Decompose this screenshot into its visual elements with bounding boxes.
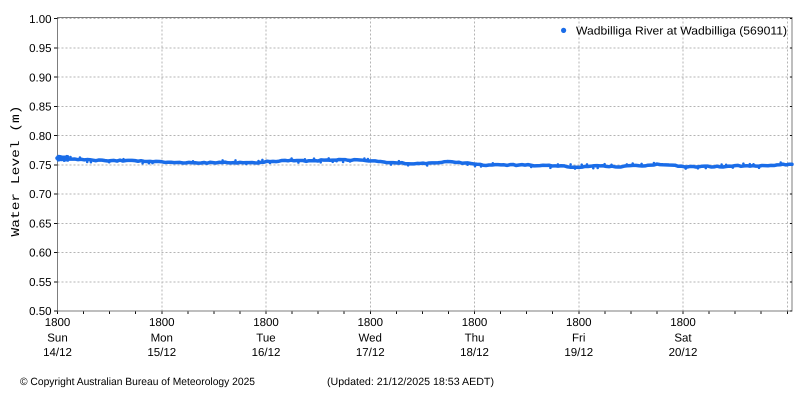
svg-text:Wed: Wed: [359, 332, 382, 344]
svg-text:0.50: 0.50: [29, 306, 51, 318]
svg-text:Thu: Thu: [465, 332, 485, 344]
svg-text:0.90: 0.90: [29, 72, 51, 84]
svg-text:Sun: Sun: [47, 332, 67, 344]
svg-text:16/12: 16/12: [252, 347, 281, 359]
svg-text:© Copyright Australian Bureau: © Copyright Australian Bureau of Meteoro…: [20, 376, 255, 388]
svg-text:0.70: 0.70: [29, 189, 51, 201]
svg-text:0.75: 0.75: [29, 160, 51, 172]
svg-text:1800: 1800: [462, 317, 488, 329]
svg-text:1800: 1800: [566, 317, 592, 329]
svg-text:1800: 1800: [670, 317, 696, 329]
svg-text:0.55: 0.55: [29, 277, 51, 289]
svg-text:0.60: 0.60: [29, 248, 51, 260]
svg-text:20/12: 20/12: [669, 347, 698, 359]
svg-text:1.00: 1.00: [29, 14, 51, 26]
svg-text:19/12: 19/12: [564, 347, 593, 359]
svg-text:0.95: 0.95: [29, 43, 51, 55]
svg-text:1800: 1800: [253, 317, 279, 329]
svg-text:Sat: Sat: [674, 332, 692, 344]
svg-text:14/12: 14/12: [43, 347, 72, 359]
svg-text:0.80: 0.80: [29, 131, 51, 143]
svg-text:Tue: Tue: [256, 332, 275, 344]
svg-text:Fri: Fri: [572, 332, 585, 344]
svg-text:17/12: 17/12: [356, 347, 385, 359]
svg-text:0.85: 0.85: [29, 102, 51, 114]
svg-text:18/12: 18/12: [460, 347, 489, 359]
svg-text:(Updated: 21/12/2025 18:53 AED: (Updated: 21/12/2025 18:53 AEDT): [327, 376, 494, 388]
svg-text:Mon: Mon: [151, 332, 173, 344]
svg-text:15/12: 15/12: [147, 347, 176, 359]
svg-text:1800: 1800: [149, 317, 175, 329]
svg-text:1800: 1800: [45, 317, 71, 329]
svg-text:Water Level (m): Water Level (m): [9, 106, 23, 237]
svg-text:Wadbilliga River at Wadbilliga: Wadbilliga River at Wadbilliga (569011): [576, 25, 787, 37]
svg-text:0.65: 0.65: [29, 219, 51, 231]
svg-text:1800: 1800: [357, 317, 383, 329]
